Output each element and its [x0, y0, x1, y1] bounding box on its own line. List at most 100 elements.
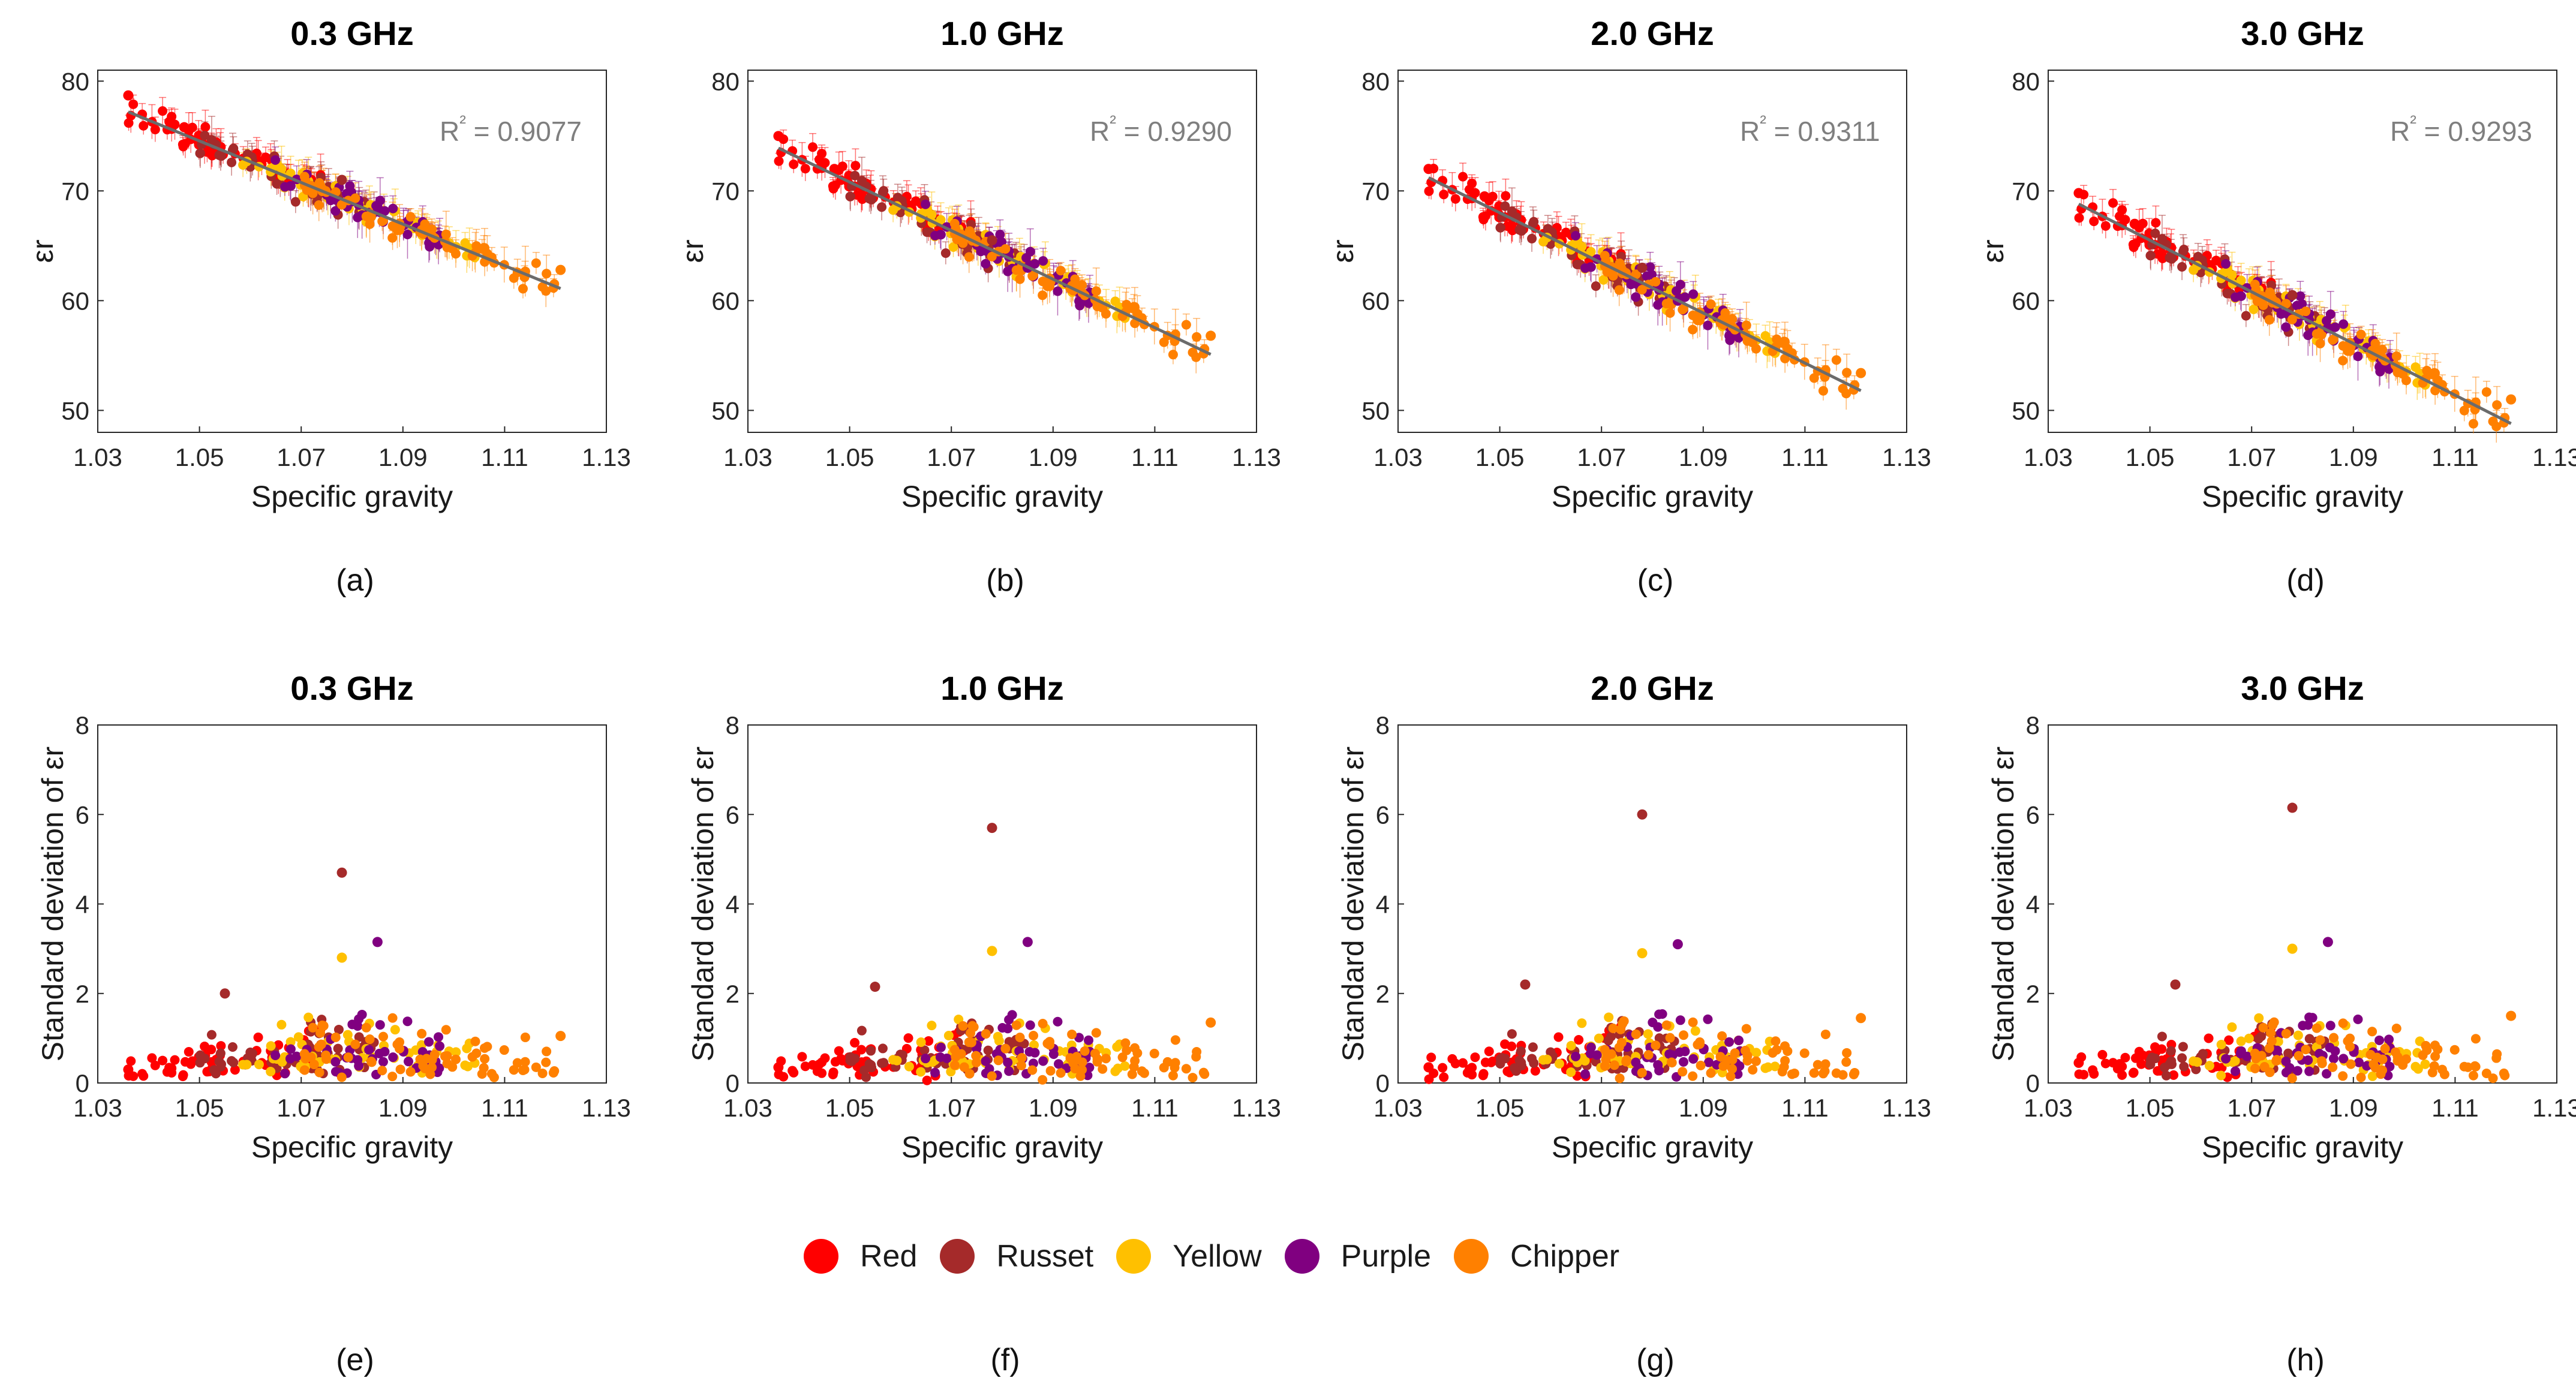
data-point	[2312, 1023, 2322, 1033]
data-point	[916, 1067, 926, 1077]
data-point	[1667, 1058, 1677, 1068]
legend-dot-red	[804, 1239, 838, 1274]
data-point	[299, 1049, 309, 1059]
data-point	[1665, 1033, 1675, 1043]
data-point	[1600, 251, 1610, 261]
panel-caption: (c)	[1637, 563, 1674, 598]
data-point	[441, 229, 451, 239]
data-point	[450, 249, 461, 259]
data-point	[200, 122, 211, 132]
y-axis-label: εr	[1976, 240, 2010, 263]
data-point	[1500, 201, 1510, 211]
data-point	[309, 1060, 319, 1070]
legend-dot-purple	[1284, 1239, 1319, 1274]
y-tick-label: 8	[2026, 711, 2040, 739]
data-point	[1500, 1039, 1510, 1049]
data-point	[987, 946, 997, 956]
data-point	[966, 228, 976, 239]
data-point	[1742, 1051, 1753, 1061]
data-point	[555, 1031, 566, 1042]
y-tick-label: 4	[2026, 890, 2040, 919]
data-point	[1609, 1060, 1619, 1070]
data-point	[317, 1020, 327, 1030]
chart-title: 0.3 GHz	[290, 669, 413, 707]
data-point	[2303, 1055, 2313, 1066]
data-point	[390, 1025, 400, 1035]
data-point	[1054, 1059, 1064, 1069]
y-tick-label: 80	[2012, 67, 2040, 95]
y-tick-label: 60	[2012, 287, 2040, 315]
data-point	[935, 230, 945, 240]
data-point	[1653, 1022, 1663, 1032]
legend-label-red: Red	[860, 1239, 918, 1274]
legend-dot-yellow	[1116, 1239, 1152, 1274]
data-point	[1651, 1040, 1661, 1051]
data-point	[470, 1036, 480, 1046]
data-point	[1070, 274, 1080, 284]
data-point	[2236, 275, 2246, 285]
data-point	[892, 1055, 902, 1066]
data-point	[195, 1050, 205, 1060]
legend: Red Russet Yellow Purple Chipper	[804, 1232, 1642, 1280]
x-tick-label: 1.09	[1029, 443, 1078, 471]
legend-item-yellow: Yellow	[1116, 1238, 1262, 1274]
data-point	[2138, 218, 2148, 228]
data-point	[1585, 1049, 1595, 1059]
data-points	[1423, 809, 1866, 1084]
x-tick-label: 1.09	[1679, 443, 1728, 471]
data-point	[1661, 299, 1672, 309]
data-point	[1580, 1069, 1590, 1079]
y-tick-label: 6	[2026, 801, 2040, 829]
data-point	[388, 1052, 398, 1063]
data-point	[2413, 1064, 2423, 1074]
x-tick-label: 1.13	[1882, 1094, 1931, 1122]
data-point	[2145, 251, 2156, 261]
data-point	[1070, 1064, 1080, 1074]
data-point	[158, 1055, 168, 1066]
data-point	[1091, 1028, 1101, 1038]
data-point	[1643, 1029, 1653, 1039]
data-point	[2370, 1063, 2380, 1073]
data-point	[542, 269, 552, 279]
y-tick-label: 0	[2026, 1069, 2040, 1097]
panel-caption: (d)	[2286, 563, 2325, 598]
data-point	[1053, 286, 1063, 296]
data-point	[1664, 1049, 1675, 1059]
data-point	[2375, 366, 2385, 377]
data-point	[361, 1022, 371, 1033]
data-point	[1045, 1037, 1055, 1047]
data-point	[845, 1052, 855, 1062]
data-point	[2287, 1073, 2297, 1084]
x-tick-label: 1.09	[2329, 443, 2378, 471]
data-point	[2283, 1048, 2294, 1058]
data-point	[555, 264, 566, 275]
y-tick-label: 2	[726, 980, 740, 1008]
data-point	[2108, 198, 2118, 208]
data-point	[1127, 1069, 1137, 1079]
data-point	[299, 172, 309, 182]
y-tick-label: 70	[61, 177, 89, 205]
data-point	[2254, 1013, 2264, 1023]
data-point	[366, 1057, 377, 1067]
y-tick-label: 50	[711, 396, 740, 425]
data-point	[1168, 1070, 1178, 1081]
data-point	[330, 206, 341, 216]
data-point	[1672, 939, 1683, 950]
data-point	[922, 1075, 932, 1085]
data-point	[1594, 1033, 1604, 1043]
data-point	[964, 252, 974, 262]
data-point	[1423, 1062, 1434, 1073]
data-point	[2492, 400, 2502, 410]
data-point	[1426, 1052, 1436, 1063]
data-point	[837, 161, 847, 172]
data-point	[1543, 224, 1553, 234]
data-point	[958, 1021, 968, 1031]
data-point	[2129, 218, 2140, 229]
x-axis-label: Specific gravity	[901, 480, 1103, 513]
data-point	[2250, 1063, 2260, 1073]
data-point	[2177, 261, 2187, 272]
fit-line	[127, 110, 561, 290]
data-point	[1614, 285, 1624, 295]
data-point	[350, 1039, 360, 1049]
y-tick-label: 6	[76, 801, 89, 829]
